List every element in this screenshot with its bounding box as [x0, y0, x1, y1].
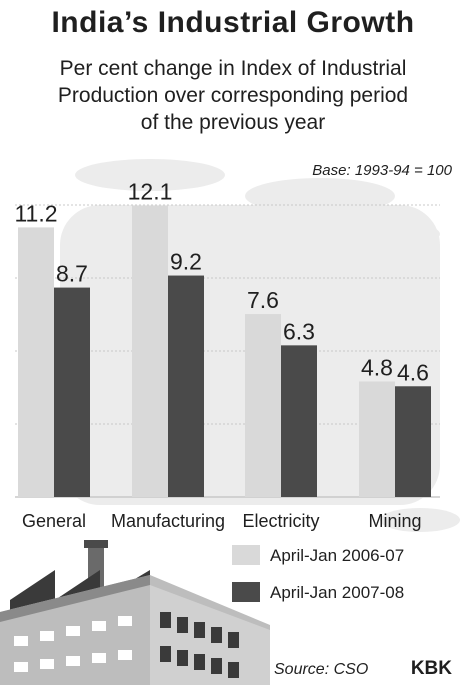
subtitle-line-1: Per cent change in Index of Industrial	[59, 57, 407, 80]
data-label: 9.2	[170, 249, 202, 275]
data-label: 8.7	[56, 261, 88, 287]
category-label: General	[22, 511, 86, 531]
source-note: Source: CSO	[274, 661, 369, 678]
subtitle-line-2: Production over corresponding period	[57, 84, 409, 107]
base-note: Base: 1993-94 = 100	[312, 162, 452, 179]
bar-general-series-2	[54, 287, 90, 497]
data-label: 6.3	[283, 318, 315, 344]
data-label: 4.8	[361, 354, 393, 380]
data-label: 7.6	[247, 287, 279, 313]
subtitle-line-3: of the previous year	[140, 111, 326, 134]
bar-general-series-1	[18, 227, 54, 497]
data-label: 11.2	[14, 200, 57, 226]
category-label: Mining	[368, 511, 421, 531]
bar-electricity-series-2	[281, 345, 317, 497]
factory-illustration	[0, 540, 270, 685]
bar-manufacturing-series-2	[168, 275, 204, 497]
category-label: Manufacturing	[111, 511, 225, 531]
brand-logo: KBK	[410, 658, 452, 679]
legend-swatch	[232, 545, 260, 565]
legend-label: April-Jan 2006-07	[270, 546, 404, 565]
chart-title: India’s Industrial Growth	[51, 6, 415, 39]
category-label: Electricity	[242, 511, 319, 531]
legend-swatch	[232, 582, 260, 602]
data-label: 12.1	[128, 179, 173, 205]
bar-electricity-series-1	[245, 314, 281, 497]
bar-manufacturing-series-1	[132, 205, 168, 497]
bar-mining-series-2	[395, 386, 431, 497]
bar-mining-series-1	[359, 381, 395, 497]
legend-label: April-Jan 2007-08	[270, 583, 404, 602]
data-label: 4.6	[397, 359, 429, 385]
